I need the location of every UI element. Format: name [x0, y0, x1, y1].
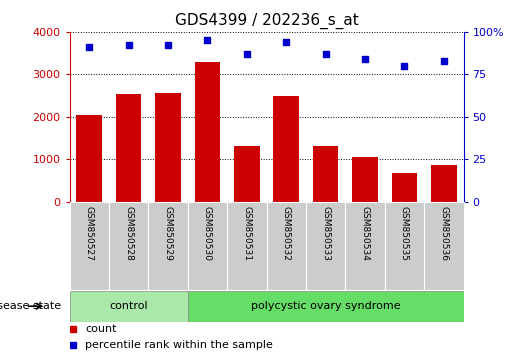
- Bar: [352, 157, 378, 202]
- Point: [440, 58, 448, 64]
- Point: [400, 63, 408, 69]
- Bar: [306, 202, 345, 290]
- Bar: [195, 62, 220, 202]
- Point: [321, 51, 330, 57]
- Point: [164, 42, 172, 48]
- Text: polycystic ovary syndrome: polycystic ovary syndrome: [251, 301, 401, 311]
- Bar: [234, 146, 260, 202]
- Text: GSM850531: GSM850531: [243, 206, 251, 261]
- Text: GSM850528: GSM850528: [124, 206, 133, 261]
- Text: disease state: disease state: [0, 301, 64, 311]
- Text: GSM850534: GSM850534: [360, 206, 369, 261]
- Text: GSM850536: GSM850536: [439, 206, 448, 261]
- Text: GSM850532: GSM850532: [282, 206, 290, 261]
- Bar: [267, 202, 306, 290]
- Bar: [431, 165, 457, 202]
- Bar: [116, 94, 142, 202]
- Bar: [273, 96, 299, 202]
- Bar: [385, 202, 424, 290]
- Point: [361, 56, 369, 62]
- Bar: [188, 202, 227, 290]
- Point: [203, 38, 212, 43]
- Bar: [70, 202, 109, 290]
- Bar: [391, 173, 417, 202]
- Title: GDS4399 / 202236_s_at: GDS4399 / 202236_s_at: [175, 13, 358, 29]
- Point: [243, 51, 251, 57]
- Bar: [227, 202, 267, 290]
- Text: GSM850535: GSM850535: [400, 206, 409, 261]
- Point: [125, 42, 133, 48]
- Text: GSM850529: GSM850529: [164, 206, 173, 261]
- Text: GSM850533: GSM850533: [321, 206, 330, 261]
- Bar: [155, 93, 181, 202]
- Point: [282, 39, 290, 45]
- Text: GSM850527: GSM850527: [85, 206, 94, 261]
- Bar: [188, 291, 464, 321]
- Bar: [313, 146, 338, 202]
- Bar: [346, 202, 385, 290]
- Text: GSM850530: GSM850530: [203, 206, 212, 261]
- Bar: [109, 202, 148, 290]
- Text: percentile rank within the sample: percentile rank within the sample: [85, 340, 273, 350]
- Bar: [70, 291, 188, 321]
- Bar: [148, 202, 188, 290]
- Bar: [76, 115, 102, 202]
- Text: control: control: [109, 301, 148, 311]
- Bar: [424, 202, 464, 290]
- Point: [85, 44, 93, 50]
- Text: count: count: [85, 324, 117, 334]
